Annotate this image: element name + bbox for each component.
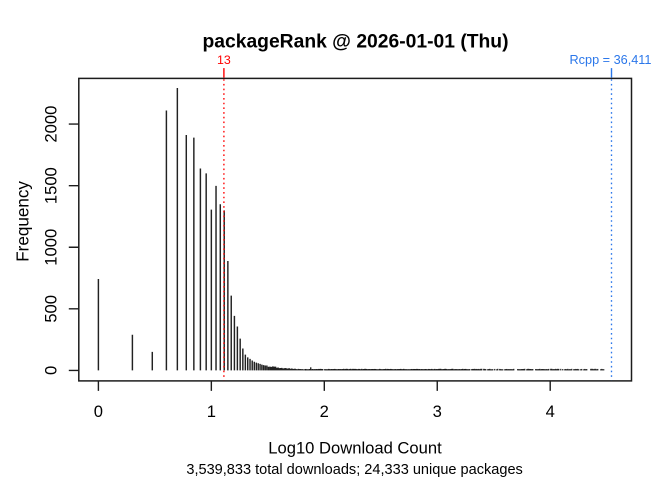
svg-text:3: 3 — [433, 402, 442, 421]
svg-text:Frequency: Frequency — [13, 181, 32, 262]
svg-text:2000: 2000 — [41, 106, 60, 143]
svg-text:1000: 1000 — [41, 229, 60, 266]
svg-text:1500: 1500 — [41, 167, 60, 204]
svg-text:4: 4 — [546, 402, 555, 421]
svg-text:2: 2 — [320, 402, 329, 421]
svg-text:1: 1 — [207, 402, 216, 421]
svg-text:500: 500 — [41, 295, 60, 323]
svg-text:13: 13 — [217, 53, 231, 67]
svg-text:Log10 Download Count: Log10 Download Count — [268, 439, 442, 458]
svg-text:0: 0 — [41, 366, 60, 375]
svg-text:packageRank @ 2026-01-01 (Thu): packageRank @ 2026-01-01 (Thu) — [203, 32, 509, 53]
svg-text:0: 0 — [94, 402, 103, 421]
svg-text:Rcpp = 36,411: Rcpp = 36,411 — [570, 53, 652, 67]
svg-text:3,539,833 total downloads; 24,: 3,539,833 total downloads; 24,333 unique… — [186, 462, 522, 478]
